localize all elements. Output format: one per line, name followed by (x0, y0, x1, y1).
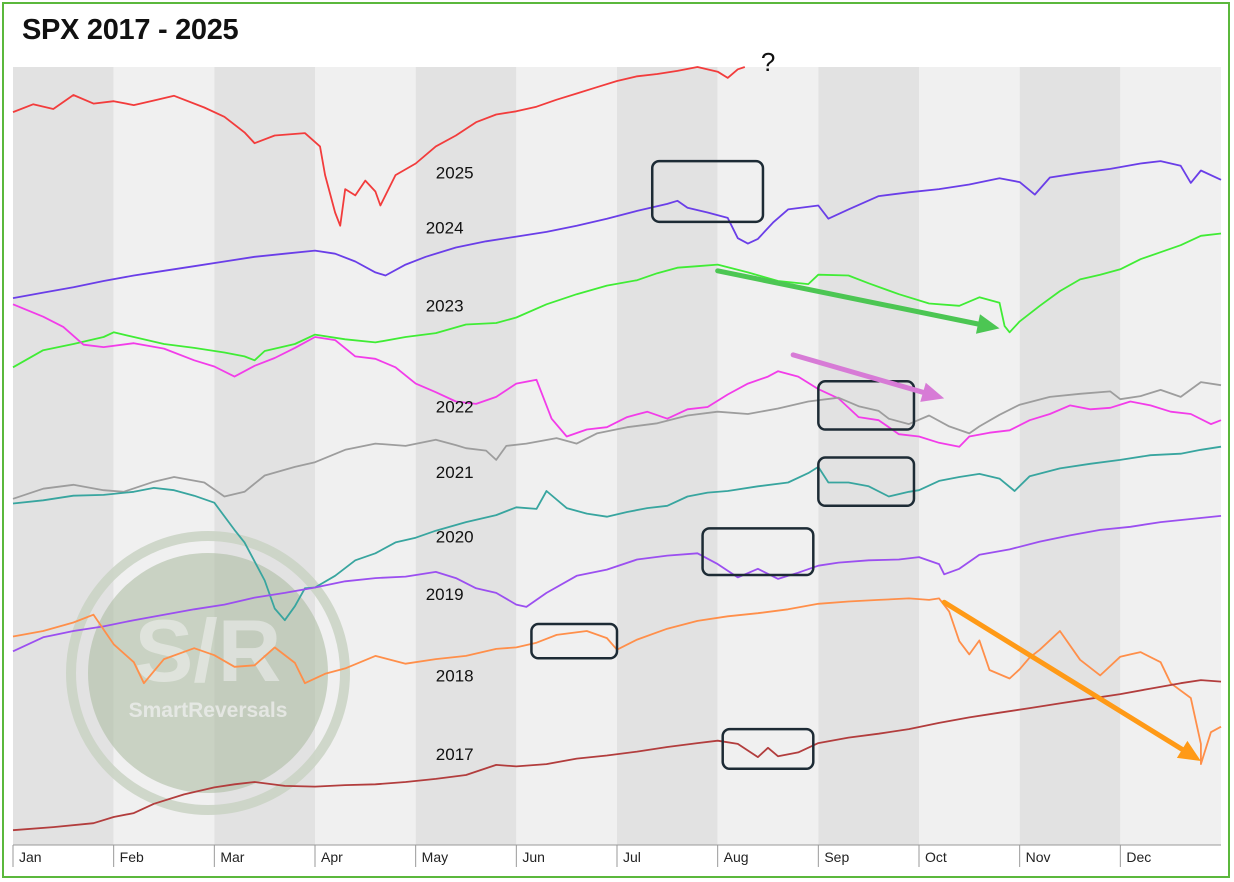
highlight-box-5 (530, 622, 619, 660)
watermark-ring-outer (66, 531, 350, 815)
series-line-2017 (12, 679, 1222, 832)
year-label-2019: 2019 (426, 585, 464, 604)
arrow-shaft-3 (941, 599, 1185, 752)
highlight-box-6 (721, 727, 815, 771)
year-label-2022: 2022 (436, 397, 474, 416)
watermark-sr-text: S/R (135, 601, 282, 700)
year-label-2017: 2017 (436, 745, 474, 764)
watermark-disc (88, 553, 328, 793)
month-band-sep (818, 67, 919, 845)
x-tick-label-sep: Sep (824, 849, 849, 865)
arrow-shaft-2 (790, 352, 926, 395)
month-band-dec (1120, 67, 1221, 845)
x-tick-label-mar: Mar (220, 849, 244, 865)
x-tick-label-nov: Nov (1026, 849, 1051, 865)
chart-title: SPX 2017 - 2025 (22, 14, 239, 46)
x-tick-label-jun: Jun (522, 849, 545, 865)
x-tick-label-may: May (422, 849, 448, 865)
series-line-2024 (12, 160, 1222, 299)
month-band-aug (717, 67, 819, 845)
series-line-2020 (12, 445, 1222, 622)
x-tick-label-aug: Aug (724, 849, 749, 865)
year-label-2025: 2025 (436, 163, 474, 182)
arrow-head-2 (920, 382, 945, 402)
x-tick-label-oct: Oct (925, 849, 947, 865)
series-line-2021 (12, 381, 1222, 500)
series-line-2025 (12, 66, 746, 227)
month-band-may (415, 67, 517, 845)
month-band-jun (516, 67, 617, 845)
x-tick-label-dec: Dec (1126, 849, 1151, 865)
arrow-shaft-1 (715, 268, 981, 327)
series-line-2019 (12, 515, 1222, 653)
year-label-2020: 2020 (436, 527, 474, 546)
arrow-head-1 (975, 314, 1000, 334)
series-lines (12, 66, 1222, 832)
highlight-box-4 (701, 527, 815, 577)
year-labels: 2025 2024 2023 2022 2021 2020 2019 2018 2017? (426, 47, 776, 764)
highlight-box-1 (650, 159, 765, 224)
series-line-2022 (12, 303, 1222, 448)
watermark-brand-text: SmartReversals (129, 699, 288, 722)
month-band-jan (13, 67, 114, 845)
x-tick-label-feb: Feb (120, 849, 144, 865)
year-label-2021: 2021 (436, 463, 474, 482)
x-tick-label-jan: Jan (19, 849, 42, 865)
month-band-jul (617, 67, 718, 845)
month-band-oct (919, 67, 1020, 845)
highlight-box-2 (817, 380, 916, 431)
arrow-head-3 (1176, 740, 1201, 761)
series-line-2018 (12, 597, 1222, 765)
trend-arrows (715, 268, 1201, 761)
highlight-boxes (530, 159, 916, 771)
series-line-2023 (12, 232, 1222, 369)
year-label-2023: 2023 (426, 296, 464, 315)
highlight-box-3 (817, 456, 916, 508)
x-tick-label-jul: Jul (623, 849, 641, 865)
year-label-2024: 2024 (426, 218, 464, 237)
x-tick-label-apr: Apr (321, 849, 343, 865)
x-axis: Jan Feb Mar Apr May Jun Jul Aug Sep Oct Nov Dec (12, 844, 1221, 867)
question-mark-annotation: ? (761, 47, 775, 77)
month-band-nov (1019, 67, 1121, 845)
year-label-2018: 2018 (436, 667, 474, 686)
